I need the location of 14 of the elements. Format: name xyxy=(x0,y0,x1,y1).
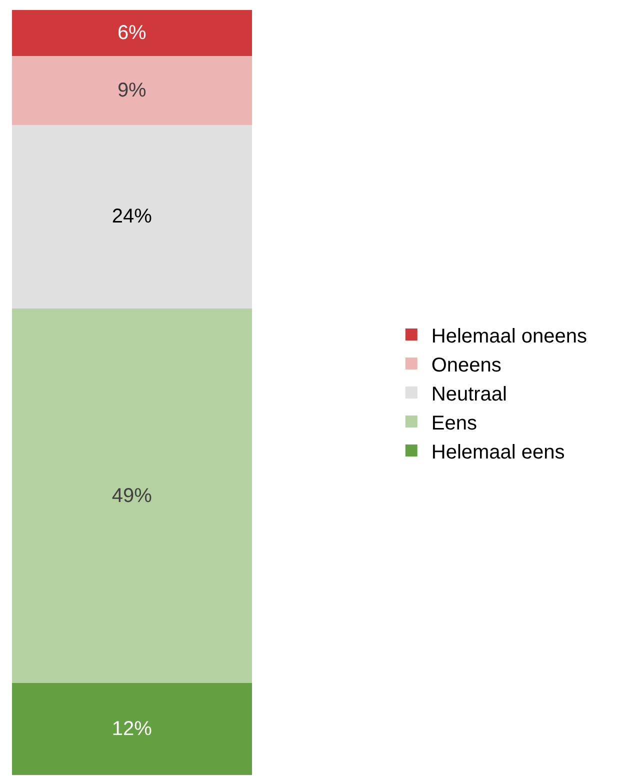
legend-label: Oneens xyxy=(431,354,502,376)
legend-label: Neutraal xyxy=(431,383,507,406)
bar xyxy=(12,56,252,125)
legend-label: Helemaal eens xyxy=(431,441,565,464)
bar xyxy=(12,124,252,308)
data-label: 24% xyxy=(112,206,152,228)
data-label: 12% xyxy=(112,718,152,740)
data-label: 6% xyxy=(117,22,147,44)
bar xyxy=(12,683,252,775)
legend-label: Eens xyxy=(431,412,477,434)
legend-label: Helemaal oneens xyxy=(431,325,588,348)
data-label: 49% xyxy=(112,484,152,507)
bar xyxy=(12,10,252,56)
data-label: 9% xyxy=(117,79,147,102)
